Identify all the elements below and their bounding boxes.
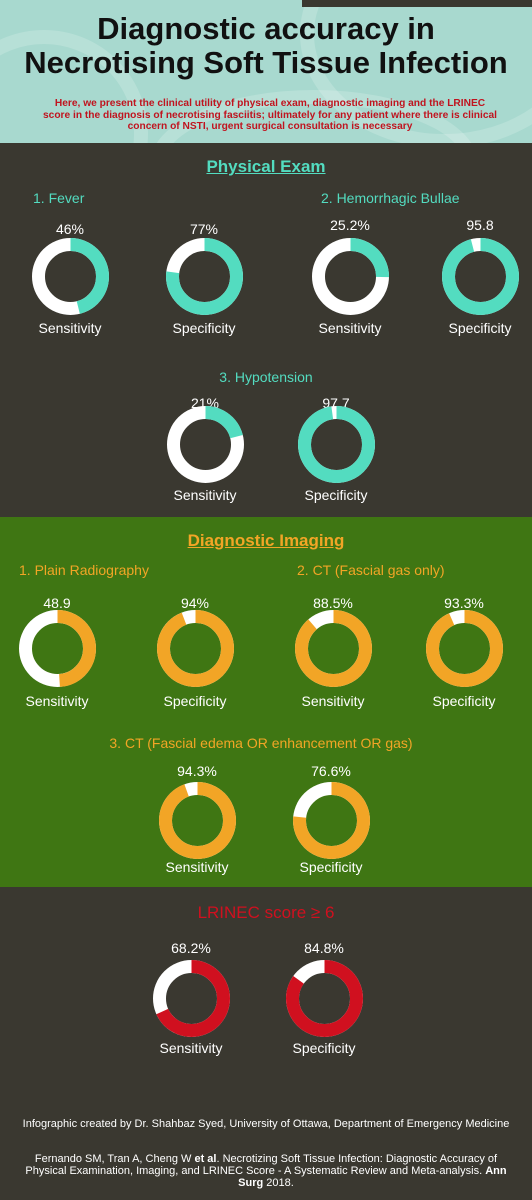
citation-journal: Ann Surg [238,1165,507,1189]
percent-label: 48.9 [43,595,71,611]
sensitivity-label: Sensitivity [318,320,382,336]
donut-chart [297,405,375,483]
percent-label: 68.2% [171,940,211,956]
diagnostic-imaging-title: Diagnostic Imaging [187,531,345,550]
percent-label: 88.5% [313,595,353,611]
donut-chart [294,609,372,687]
sensitivity-label: Sensitivity [25,693,89,709]
specificity-label: Specificity [304,487,368,503]
page-title: Diagnostic accuracy in Necrotising Soft … [0,12,532,80]
donut-value-arc [294,609,372,687]
specificity-label: Specificity [292,1040,356,1056]
sensitivity-label: Sensitivity [301,693,365,709]
specificity-label: Specificity [299,859,363,875]
donut-chart [311,237,389,315]
percent-label: 46% [55,221,85,237]
donut-chart [31,237,109,315]
donut-value-arc [425,609,503,687]
percent-label: 77% [189,221,219,237]
donut-value-arc [441,237,519,315]
donut-value-arc [285,959,363,1037]
citation-year: 2018. [263,1177,294,1189]
donut-value-arc [31,237,109,315]
diagnostic-imaging-section: Diagnostic Imaging [0,517,532,887]
donut-chart [441,237,519,315]
citation-etal: et al [194,1153,217,1165]
donut-chart [158,781,236,859]
lrinec-section: LRINEC score ≥ 6 [0,887,532,1200]
percent-label: 94% [180,595,210,611]
donut-chart [152,959,230,1037]
donut-chart [285,959,363,1037]
donut-chart [18,609,96,687]
title-line-2: Necrotising Soft Tissue Infection [24,45,508,80]
donut-value-arc [165,237,243,315]
donut-value-arc [158,781,236,859]
donut-chart [292,781,370,859]
header-banner: Diagnostic accuracy in Necrotising Soft … [0,0,532,143]
category-label: 2. Hemorrhagic Bullae [321,190,460,206]
specificity-label: Specificity [163,693,227,709]
physical-exam-section: Physical Exam [0,143,532,517]
donut-chart [165,237,243,315]
sensitivity-label: Sensitivity [165,859,229,875]
donut-value-arc [18,609,96,687]
citation-body: . Necrotizing Soft Tissue Infection: Dia… [25,1153,498,1177]
lrinec-title: LRINEC score ≥ 6 [197,903,335,922]
specificity-label: Specificity [172,320,236,336]
percent-label: 25.2% [330,217,370,233]
percent-label: 94.3% [177,763,217,779]
category-label: 1. Plain Radiography [19,562,149,578]
top-accent-bar [302,0,532,7]
physical-exam-title: Physical Exam [206,157,326,176]
category-label: 1. Fever [33,190,85,206]
sensitivity-label: Sensitivity [159,1040,223,1056]
percent-label: 76.6% [311,763,351,779]
category-label: 3. CT (Fascial edema OR enhancement OR g… [109,735,413,751]
specificity-label: Specificity [448,320,512,336]
footer-credit: Infographic created by Dr. Shahbaz Syed,… [22,1118,510,1130]
donut-value-arc [152,959,230,1037]
category-label: 2. CT (Fascial gas only) [297,562,445,578]
donut-value-arc [297,405,375,483]
sensitivity-label: Sensitivity [173,487,237,503]
donut-chart [156,609,234,687]
percent-label: 93.3% [444,595,484,611]
category-label: 3. Hypotension [219,369,313,385]
donut-chart [425,609,503,687]
donut-value-arc [166,405,244,483]
donut-value-arc [156,609,234,687]
donut-value-arc [311,237,389,315]
sensitivity-label: Sensitivity [38,320,102,336]
intro-text: Here, we present the clinical utility of… [42,98,498,132]
footer-citation: Fernando SM, Tran A, Cheng W et al. Necr… [20,1153,512,1189]
donut-value-arc [292,781,370,859]
percent-label: 95.8 [466,217,494,233]
title-line-1: Diagnostic accuracy in [97,11,435,46]
donut-chart [166,405,244,483]
specificity-label: Specificity [432,693,496,709]
percent-label: 84.8% [304,940,344,956]
citation-authors: Fernando SM, Tran A, Cheng W [34,1153,195,1165]
